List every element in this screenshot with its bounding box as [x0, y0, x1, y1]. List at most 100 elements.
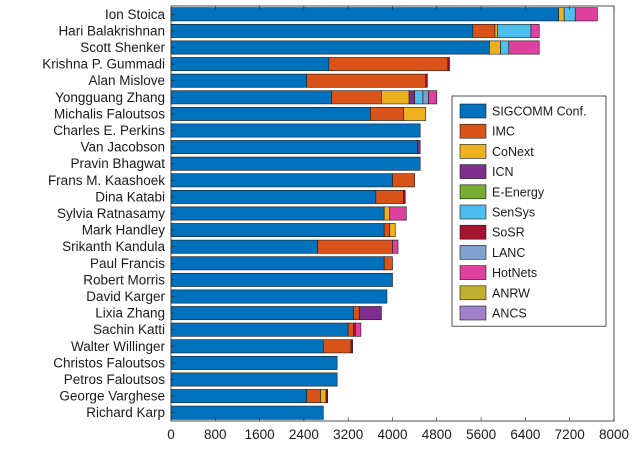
y-tick-label: Srikanth Kandula — [62, 239, 165, 254]
legend-label: SenSys — [492, 206, 535, 220]
bar-segment — [320, 389, 327, 404]
bar-segment — [170, 189, 377, 204]
x-tick-label: 1600 — [245, 427, 275, 442]
x-tick-label: 2400 — [289, 427, 319, 442]
bar-segment — [170, 272, 393, 287]
bar-segment — [350, 339, 353, 354]
bar-segment — [489, 40, 501, 55]
y-tick-label: Yongguang Zhang — [55, 90, 165, 105]
bar-segment — [508, 40, 540, 55]
bar-segment — [428, 90, 438, 105]
legend-swatch — [459, 184, 487, 200]
bar-segment — [306, 389, 321, 404]
bar-segment — [170, 389, 307, 404]
y-tick-label: Lixia Zhang — [95, 306, 165, 321]
bar-segment — [170, 223, 385, 238]
y-tick-label: Sachin Katti — [93, 322, 165, 337]
bar-segment — [574, 7, 598, 22]
bar-segment — [447, 57, 450, 72]
bar-segment — [425, 73, 428, 88]
bar-segment — [170, 156, 421, 171]
legend-swatch — [459, 265, 487, 280]
y-tick-label: Michalis Faloutsos — [54, 106, 165, 121]
legend-label: SIGCOMM Conf. — [492, 105, 586, 119]
bar-segment — [170, 322, 349, 337]
legend-label: CoNext — [492, 145, 534, 159]
bar-segment — [392, 239, 399, 254]
bar-segment — [383, 223, 391, 238]
y-tick-label: Ion Stoica — [105, 7, 166, 22]
bar-segment — [170, 23, 474, 38]
legend-swatch — [459, 204, 487, 220]
x-tick-label: 3200 — [333, 427, 363, 442]
y-tick-label: Christos Faloutsos — [53, 355, 165, 370]
bar-segment — [358, 306, 382, 321]
legend-label: ANRW — [492, 286, 530, 300]
bar-segment — [375, 189, 404, 204]
bar-segment — [472, 23, 496, 38]
bar-segment — [170, 123, 421, 138]
y-tick-label: Van Jacobson — [80, 140, 165, 155]
bar-segment — [558, 7, 565, 22]
x-tick-label: 4000 — [377, 427, 407, 442]
legend-swatch — [459, 245, 487, 260]
y-tick-label: Robert Morris — [83, 272, 165, 287]
legend-label: ICN — [492, 165, 514, 179]
y-tick-label: Krishna P. Gummadi — [42, 57, 165, 72]
x-tick-label: 4800 — [422, 427, 452, 442]
bar-segment — [170, 106, 371, 121]
bar-segment — [325, 389, 329, 404]
y-tick-label: Scott Shenker — [80, 40, 165, 55]
bar-segment — [170, 355, 338, 370]
bar-segment — [170, 173, 393, 188]
x-tick-label: 5600 — [466, 427, 496, 442]
bar-segment — [417, 140, 421, 155]
bar-segment — [170, 57, 330, 72]
bar-segment — [500, 40, 510, 55]
x-tick-label: 0 — [167, 427, 175, 442]
legend-label: HotNets — [492, 266, 537, 280]
bar-segment — [347, 322, 355, 337]
bar-segment — [170, 256, 385, 271]
bar-segment — [389, 206, 407, 221]
y-tick-label: Alan Mislove — [88, 73, 165, 88]
x-tick-label: 6400 — [510, 427, 540, 442]
bar-segment — [370, 106, 404, 121]
legend-swatch — [459, 305, 487, 321]
y-tick-label: Dina Katabi — [95, 189, 165, 204]
bar-segment — [170, 289, 388, 304]
bar-segment — [392, 173, 415, 188]
y-tick-label: Pravin Bhagwat — [70, 156, 165, 171]
bar-segment — [170, 339, 324, 354]
bar-segment — [170, 372, 338, 387]
bar-segment — [170, 73, 307, 88]
bar-segment — [170, 40, 490, 55]
bar-segment — [170, 90, 332, 105]
y-tick-label: Richard Karp — [86, 405, 165, 420]
y-tick-label: George Varghese — [59, 389, 165, 404]
legend-swatch — [459, 144, 487, 159]
x-tick-label: 7200 — [555, 427, 585, 442]
bar-segment — [170, 206, 385, 221]
bar-segment — [322, 339, 352, 354]
legend-swatch — [459, 123, 487, 139]
legend-label: LANC — [492, 246, 525, 260]
y-tick-label: David Karger — [86, 289, 165, 304]
legend-swatch — [459, 224, 487, 240]
bar-segment — [403, 106, 427, 121]
bar-segment — [403, 189, 406, 204]
bar-segment — [170, 405, 324, 420]
y-tick-label: Hari Balakrishnan — [58, 23, 165, 38]
bar-segment — [530, 23, 540, 38]
x-tick-label: 800 — [204, 427, 227, 442]
bar-segment — [170, 7, 559, 22]
bar-segment — [170, 306, 355, 321]
legend-label: SoSR — [492, 226, 525, 240]
y-tick-label: Paul Francis — [90, 256, 165, 271]
bars — [170, 7, 598, 420]
y-tick-label: Sylvia Ratnasamy — [57, 206, 165, 221]
bar-segment — [383, 206, 391, 221]
bar-segment — [306, 73, 427, 88]
bar-segment — [497, 23, 532, 38]
